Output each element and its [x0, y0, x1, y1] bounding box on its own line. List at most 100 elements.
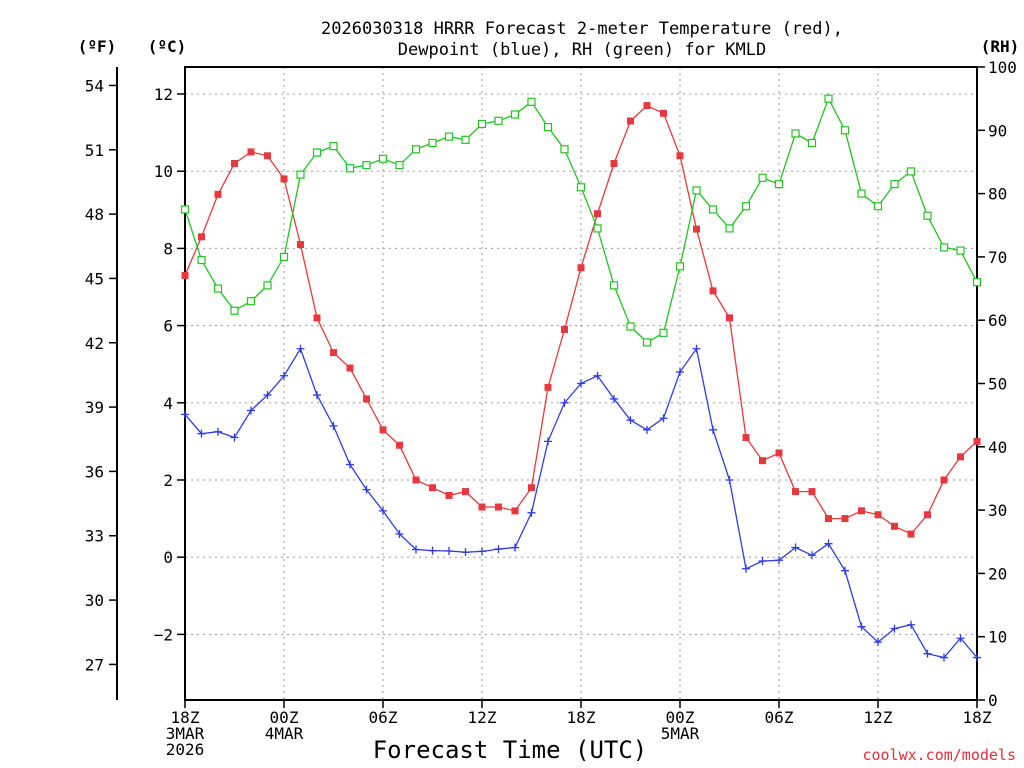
rh-marker — [362, 161, 371, 170]
dewpoint-marker — [494, 545, 503, 554]
f-tick-label: 27 — [85, 655, 104, 674]
temperature-marker — [379, 426, 387, 434]
f-tick-label: 48 — [85, 205, 104, 224]
x-tick-label: 06Z — [369, 708, 398, 727]
series-layer — [180, 94, 982, 662]
dewpoint-line — [184, 347, 978, 659]
temperature-marker — [214, 190, 222, 198]
temperature-marker — [231, 159, 238, 167]
rh-marker — [477, 119, 487, 129]
f-tick-label: 51 — [85, 141, 104, 160]
temperature-marker — [792, 488, 799, 496]
temperature-marker — [478, 503, 486, 511]
temperature-marker — [594, 210, 601, 218]
dewpoint-marker — [379, 506, 387, 515]
c-tick-label: 6 — [163, 317, 173, 336]
temperature-marker — [544, 383, 552, 391]
temperature-marker — [412, 476, 420, 484]
dewpoint-marker — [940, 653, 948, 662]
rh-marker — [840, 126, 850, 135]
dewpoint-marker — [544, 437, 552, 446]
rh-tick-label: 0 — [988, 691, 998, 710]
rh-marker — [692, 186, 701, 195]
temperature-marker — [313, 314, 321, 322]
rh-tick-label: 30 — [988, 501, 1007, 520]
temperature-marker — [627, 117, 634, 125]
rh-marker — [906, 167, 916, 176]
x-tick-label: 3MAR — [166, 724, 205, 743]
x-tick-label: 00Z — [270, 708, 299, 727]
dewpoint-marker — [362, 485, 371, 494]
dewpoint-marker — [775, 556, 783, 565]
dewpoint-marker — [181, 410, 189, 419]
x-tick-label: 00Z — [666, 708, 695, 727]
temperature-marker — [825, 515, 832, 523]
dewpoint-marker — [230, 433, 239, 442]
dewpoint-marker — [808, 551, 816, 560]
f-tick-label: 45 — [85, 269, 104, 288]
dewpoint-marker — [973, 653, 981, 662]
dewpoint-marker — [280, 371, 288, 380]
temperature-marker — [511, 507, 519, 515]
rh-tick-label: 80 — [988, 185, 1007, 204]
x-tick-label: 18Z — [171, 708, 200, 727]
temperature-marker — [363, 395, 370, 403]
dewpoint-marker — [610, 394, 618, 403]
rh-marker — [329, 142, 338, 151]
dewpoint-marker — [874, 638, 882, 647]
temperature-marker — [742, 434, 750, 442]
temperature-marker — [709, 287, 717, 295]
temperature-marker — [643, 102, 651, 110]
dewpoint-marker — [709, 425, 717, 434]
temperature-marker — [693, 225, 700, 233]
temperature-marker — [841, 515, 849, 523]
x-axis-label: Forecast Time (UTC) — [373, 736, 648, 764]
dewpoint-marker — [313, 391, 321, 400]
dewpoint-marker — [692, 344, 701, 353]
temperature-marker — [495, 503, 502, 511]
chart-title-line2: Dewpoint (blue), RH (green) for KMLD — [398, 40, 766, 60]
temperature-marker — [198, 233, 205, 241]
temperature-marker — [759, 457, 766, 465]
chart-title-line1: 2026030318 HRRR Forecast 2-meter Tempera… — [321, 19, 843, 39]
rh-marker — [246, 297, 256, 306]
dewpoint-marker — [329, 421, 338, 430]
rh-marker — [510, 110, 520, 119]
dewpoint-marker — [659, 414, 668, 423]
dewpoint-marker — [676, 367, 684, 376]
c-tick-label: 8 — [163, 239, 173, 258]
dewpoint-marker — [478, 547, 486, 556]
c-tick-label: 4 — [163, 394, 173, 413]
rh-marker — [395, 161, 404, 170]
temperature-marker — [957, 453, 964, 461]
rh-unit-label: (RH) — [981, 37, 1020, 56]
c-tick-label: 2 — [163, 471, 173, 490]
dewpoint-marker — [511, 543, 519, 552]
rh-marker — [428, 138, 437, 148]
dewpoint-marker — [956, 634, 965, 643]
rh-tick-label: 20 — [988, 564, 1007, 583]
f-tick-label: 54 — [85, 76, 104, 95]
dewpoint-marker — [527, 508, 536, 517]
dewpoint-marker — [841, 566, 849, 575]
rh-marker — [873, 202, 883, 211]
dewpoint-marker — [428, 546, 437, 555]
temperature-marker — [462, 488, 469, 496]
temperature-marker — [280, 175, 288, 183]
rh-marker — [312, 148, 322, 157]
celsius-unit-label: (ºC) — [148, 37, 187, 56]
rh-marker — [411, 145, 421, 154]
dewpoint-marker — [247, 406, 255, 415]
dewpoint-marker — [412, 545, 420, 554]
dewpoint-marker — [445, 547, 453, 556]
f-tick-label: 39 — [85, 398, 104, 417]
rh-marker — [230, 306, 239, 315]
x-tick-label: 18Z — [567, 708, 596, 727]
rh-marker — [296, 170, 305, 179]
dewpoint-marker — [791, 543, 800, 552]
x-tick-label: 12Z — [468, 708, 497, 727]
temperature-marker — [396, 441, 403, 449]
rh-marker — [180, 205, 190, 214]
rh-tick-label: 90 — [988, 121, 1007, 140]
tick-layer: 121086420−254514845423936333027100908070… — [85, 58, 1017, 759]
